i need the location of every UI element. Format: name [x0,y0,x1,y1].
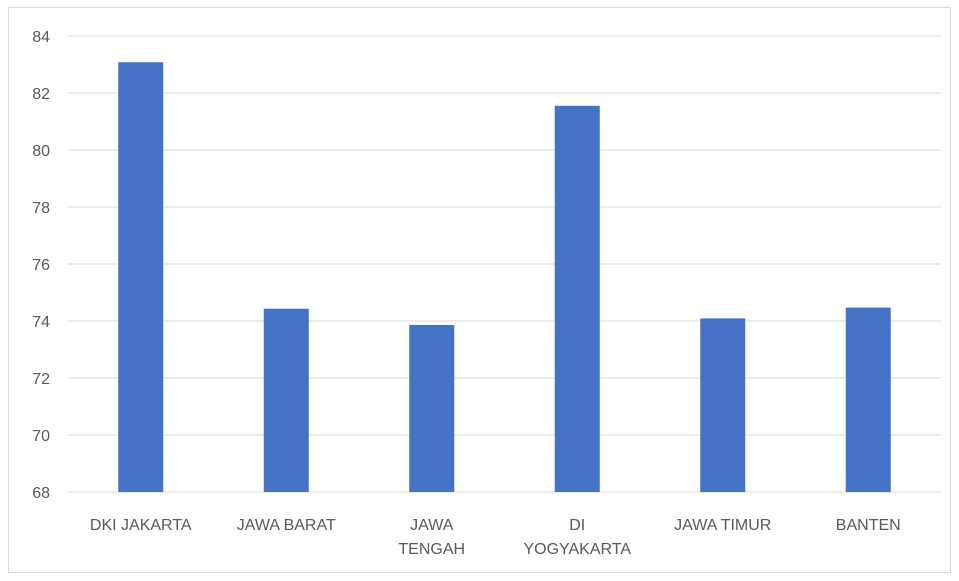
y-tick-label: 68 [32,485,50,502]
bar-jawa-barat [263,308,309,492]
gridlines [68,35,941,493]
bar-banten [845,307,891,492]
y-axis-tick-labels: 68 70 72 74 76 78 80 82 84 [32,29,50,502]
bar-dki-jakarta [118,62,164,492]
bars [118,62,891,492]
bar-di-yogyakarta [554,105,600,492]
y-tick-label: 82 [32,86,50,103]
x-tick-label: DI YOGYAKARTA [523,517,631,558]
x-tick-label: JAWA BARAT [237,517,336,534]
x-tick-label: JAWA TENGAH [398,517,465,558]
y-tick-label: 72 [32,371,50,388]
y-tick-label: 76 [32,257,50,274]
bar-jawa-tengah [409,324,455,492]
y-tick-label: 84 [32,29,50,46]
x-tick-label: JAWA TIMUR [674,517,771,534]
x-tick-label: DKI JAKARTA [90,517,192,534]
y-tick-label: 80 [32,143,50,160]
x-axis-tick-labels: DKI JAKARTA JAWA BARAT JAWA TENGAH DI YOGYAKA… [90,517,901,558]
bar-jawa-timur [700,318,746,492]
y-tick-label: 70 [32,428,50,445]
y-tick-label: 78 [32,200,50,217]
x-tick-label: BANTEN [836,517,901,534]
y-tick-label: 74 [32,314,50,331]
chart-frame [8,7,951,573]
